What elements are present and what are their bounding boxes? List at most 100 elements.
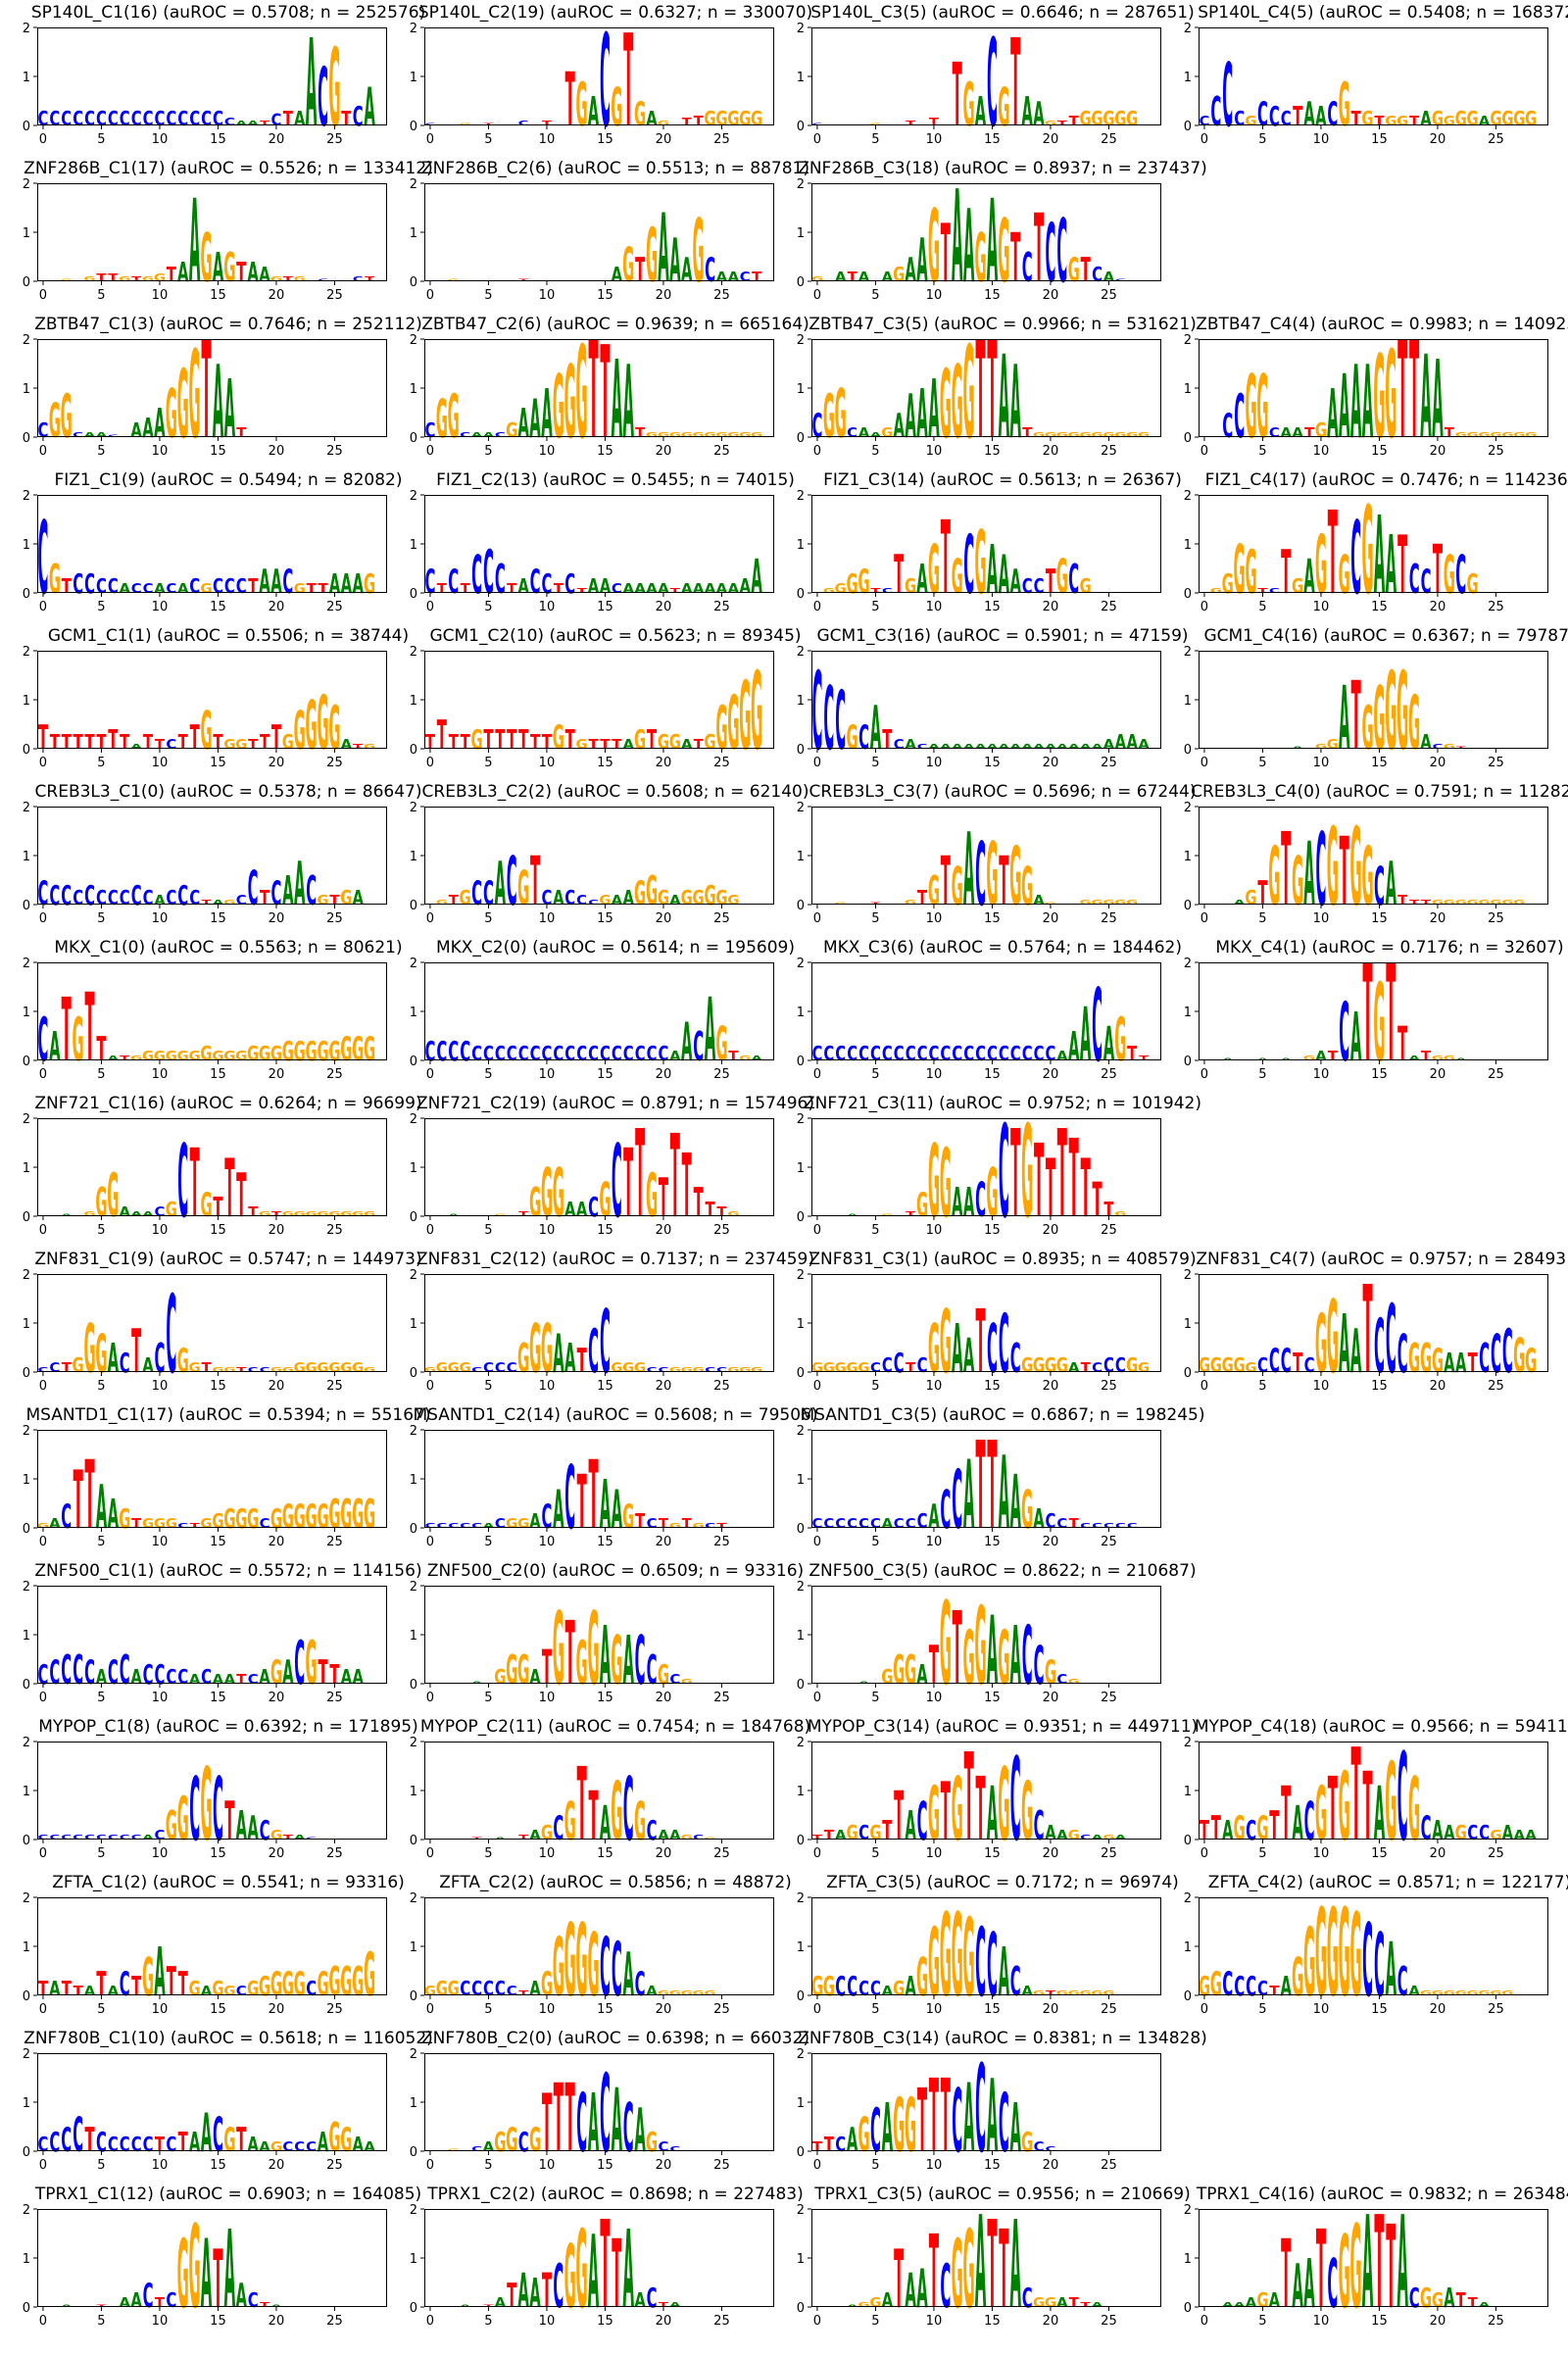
logo-letter-G: G (49, 395, 61, 449)
motif-logo-panel: ZNF286B_C3(18) (auROC = 0.8937; n = 2374… (797, 159, 1207, 330)
y-tick-label: 1 (23, 2096, 30, 2111)
logo-letter-T: T (1257, 586, 1267, 594)
logo-letter-C: C (61, 1647, 72, 1694)
logo-letter-T: T (167, 264, 177, 287)
logo-letter-G: G (916, 1947, 928, 2009)
logo-letter-A: A (1103, 738, 1115, 753)
x-tick-label: 0 (1200, 600, 1208, 614)
logo-letter-T: T (1362, 1753, 1372, 1863)
panel-title: MKX_C2(0) (auROC = 0.5614; n = 195609) (435, 938, 796, 957)
x-tick-label: 20 (1043, 2158, 1059, 2173)
logo-letter-G: G (1501, 108, 1513, 131)
logo-letter-G: G (599, 1174, 611, 1228)
logo-letter-T: T (449, 731, 460, 755)
logo-letter-C: C (658, 1043, 668, 1066)
logo-letter-C: C (318, 50, 328, 144)
logo-letter-C: C (564, 569, 575, 600)
x-tick-label: 10 (152, 132, 169, 147)
y-tick-label: 0 (1184, 587, 1192, 602)
logo-letter-C: C (1222, 1965, 1233, 2004)
logo-letter-G: G (1525, 108, 1537, 131)
logo-letter-C: C (131, 881, 142, 911)
x-tick-label: 25 (326, 2158, 343, 2173)
logo-letter-G: G (1056, 1988, 1068, 1996)
logo-letter-T: T (1057, 1104, 1067, 1245)
x-tick-label: 5 (97, 1691, 105, 1705)
logo-letter-T: T (577, 1342, 587, 1381)
logo-letter-A: A (1303, 551, 1315, 605)
logo-letter-G: G (529, 1309, 541, 1388)
logo-letter-G: G (166, 1517, 177, 1532)
logo-letter-C: C (495, 430, 506, 438)
y-tick-label: 2 (23, 1580, 30, 1595)
x-tick-label: 20 (656, 1379, 672, 1394)
logo-letter-G: G (282, 731, 294, 755)
logo-letter-G: G (506, 1517, 517, 1532)
logo-letter-T: T (201, 313, 211, 468)
y-tick-label: 1 (797, 1940, 805, 1955)
logo-letter-C: C (1409, 557, 1420, 604)
logo-letter-T: T (1269, 1803, 1279, 1850)
y-tick-label: 2 (23, 1112, 30, 1127)
logo-letter-G: G (1513, 898, 1525, 906)
y-tick-label: 1 (410, 850, 417, 864)
logo-letter-A: A (999, 1933, 1010, 2011)
logo-letter-G: G (328, 692, 340, 763)
logo-letter-G: G (646, 214, 658, 299)
logo-letter-A: A (705, 981, 716, 1082)
logo-letter-G: G (998, 1616, 1009, 1701)
y-tick-label: 1 (23, 382, 30, 397)
panel-title: GCM1_C1(1) (auROC = 0.5506; n = 38744) (47, 626, 410, 646)
x-tick-label: 5 (484, 1223, 492, 1238)
x-tick-label: 10 (926, 444, 943, 459)
logo-letter-T: T (518, 1209, 528, 1217)
axes-frame (811, 1586, 1161, 1684)
logo-letter-C: C (1246, 1816, 1256, 1846)
logo-letter-G: G (1490, 430, 1501, 438)
logo-letter-G: G (448, 1361, 460, 1376)
logo-letter-A: A (669, 2300, 681, 2308)
logo-letter-A: A (693, 582, 705, 597)
logo-letter-G: G (200, 219, 212, 297)
motif-logo-panel: GCM1_C1(1) (auROC = 0.5506; n = 38744) T T… (23, 626, 419, 798)
logo-letter-G: G (1102, 1833, 1114, 1841)
logo-letter-A: A (905, 2265, 916, 2319)
logo-letter-G: G (1091, 108, 1102, 131)
x-tick-label: 10 (926, 600, 943, 614)
logo-letter-C: C (635, 1043, 646, 1066)
logo-letter-G: G (1045, 119, 1056, 126)
logo-letter-G: G (317, 1965, 328, 2004)
logo-letter-C: C (1339, 985, 1349, 1079)
logo-letter-C: C (61, 1497, 72, 1537)
logo-letter-A: A (847, 2304, 858, 2308)
logo-letter-C: C (424, 1521, 435, 1529)
logo-letter-G: G (704, 1837, 715, 1841)
logo-letter-C: C (73, 2109, 83, 2163)
x-tick-label: 5 (484, 756, 492, 770)
logo-letter-G: G (858, 563, 869, 602)
logo-letter-A: A (835, 270, 847, 285)
logo-letter-C: C (177, 881, 188, 911)
logo-letter-A: A (882, 270, 894, 285)
x-tick-label: 5 (1258, 2314, 1266, 2329)
y-tick-label: 0 (1184, 743, 1192, 758)
logo-letter-G: G (564, 345, 576, 462)
logo-letter-C: C (987, 1916, 998, 2017)
logo-letter-G: G (1033, 1354, 1045, 1378)
logo-letter-A: A (1009, 1608, 1021, 1702)
x-tick-label: 5 (484, 911, 492, 926)
x-tick-label: 15 (597, 2002, 613, 2017)
logo-letter-G: G (448, 380, 460, 452)
logo-letter-A: A (201, 1985, 213, 1999)
logo-letter-C: C (154, 1660, 165, 1691)
x-tick-label: 0 (426, 2002, 434, 2017)
logo-letter-T: T (917, 887, 928, 910)
logo-letter-G: G (1292, 575, 1303, 599)
x-tick-label: 15 (597, 2158, 613, 2173)
